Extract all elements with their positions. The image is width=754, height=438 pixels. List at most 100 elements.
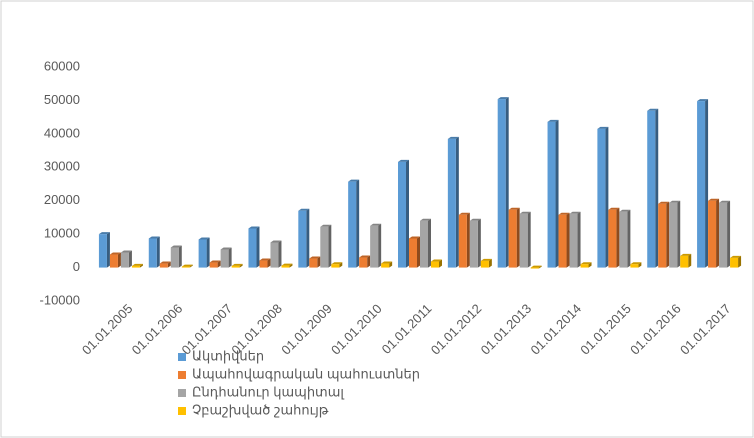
legend-swatch [178, 407, 186, 415]
bar [298, 210, 307, 268]
bar-top [159, 261, 171, 264]
y-tick-label: 30000 [44, 159, 80, 174]
bar-top [109, 252, 121, 255]
bar [619, 211, 628, 268]
bar-top [220, 247, 232, 250]
bar-top [447, 136, 459, 139]
bar-side [378, 223, 382, 268]
bar-side [367, 255, 371, 268]
bar [597, 128, 606, 268]
bar-side [117, 252, 121, 268]
bar-side [306, 208, 310, 268]
bar [320, 226, 329, 268]
bar-top [519, 211, 531, 214]
bar-top [409, 236, 420, 239]
bar [220, 249, 229, 268]
bar-side [328, 224, 332, 268]
bar-side [605, 126, 609, 268]
bar-side [527, 211, 531, 268]
bar-side [389, 261, 393, 268]
bar [331, 264, 340, 268]
bar-side [239, 263, 243, 268]
bar-top [348, 179, 360, 182]
bar [98, 234, 107, 268]
bar-side [167, 261, 171, 268]
y-tick-label: 0 [73, 259, 80, 274]
legend-swatch [178, 389, 186, 397]
bar-side [616, 207, 620, 268]
bar-side [566, 212, 570, 268]
bar [109, 254, 118, 268]
bar-side [738, 255, 742, 268]
bar [159, 263, 168, 268]
bar [719, 202, 728, 268]
bar-top [658, 201, 670, 204]
bar-side [505, 97, 509, 268]
bar-top [431, 259, 442, 262]
bar [608, 209, 617, 268]
legend-label: Չբաշխված շահույթ [192, 402, 329, 417]
bar [270, 242, 279, 268]
bar [209, 262, 218, 268]
bar-side [128, 250, 132, 268]
bar-side [428, 218, 431, 268]
bar [508, 209, 517, 268]
bar [148, 238, 157, 268]
bar-top [370, 223, 382, 226]
bar-side [156, 236, 160, 268]
y-tick-label: 50000 [44, 92, 80, 107]
bar-side [688, 253, 692, 268]
bar-side [256, 226, 260, 268]
bar-side [516, 207, 520, 268]
bar-side [577, 211, 581, 268]
bar-top [398, 159, 409, 162]
bar [381, 263, 390, 268]
bar-top [608, 207, 620, 210]
legend-label: Ապահովագրական պահուստներ [192, 366, 420, 381]
y-tick-label: 60000 [44, 58, 80, 73]
bar [558, 214, 567, 268]
bar-top [298, 208, 310, 211]
bar-side [406, 159, 409, 268]
legend-swatch [178, 371, 186, 379]
bar [248, 228, 257, 268]
bar-top [198, 237, 210, 240]
bar [420, 220, 428, 268]
bar-side [317, 256, 321, 268]
bar-side [278, 240, 282, 268]
bar [281, 265, 290, 268]
bar [580, 264, 589, 268]
bar-side [417, 236, 420, 268]
bar-side [627, 209, 631, 268]
bar-top [359, 255, 371, 258]
bar-side [139, 263, 143, 268]
bar-top [148, 236, 160, 239]
bar-top [281, 263, 293, 266]
bar-side [555, 119, 559, 268]
bar-top [420, 218, 431, 221]
bar-top [248, 226, 260, 229]
bar-top [458, 212, 470, 215]
bar-side [677, 200, 681, 268]
bar-side [455, 136, 459, 268]
bar-side [716, 198, 720, 268]
bar-top [120, 250, 132, 253]
bar-top [547, 119, 559, 122]
bar-top [231, 263, 243, 266]
bar-side [655, 108, 659, 268]
bar-side [727, 200, 731, 268]
bar-top [497, 97, 509, 100]
bar-side [178, 245, 182, 268]
bar-top [181, 264, 193, 267]
bar [630, 264, 639, 268]
bar [569, 213, 578, 268]
bar [259, 260, 268, 268]
bar-side [339, 262, 343, 268]
bar [231, 265, 240, 268]
bar-top [320, 224, 332, 227]
bar [497, 99, 506, 268]
bar-top [131, 263, 143, 266]
bar-top [619, 209, 631, 212]
bar-top [331, 262, 343, 265]
